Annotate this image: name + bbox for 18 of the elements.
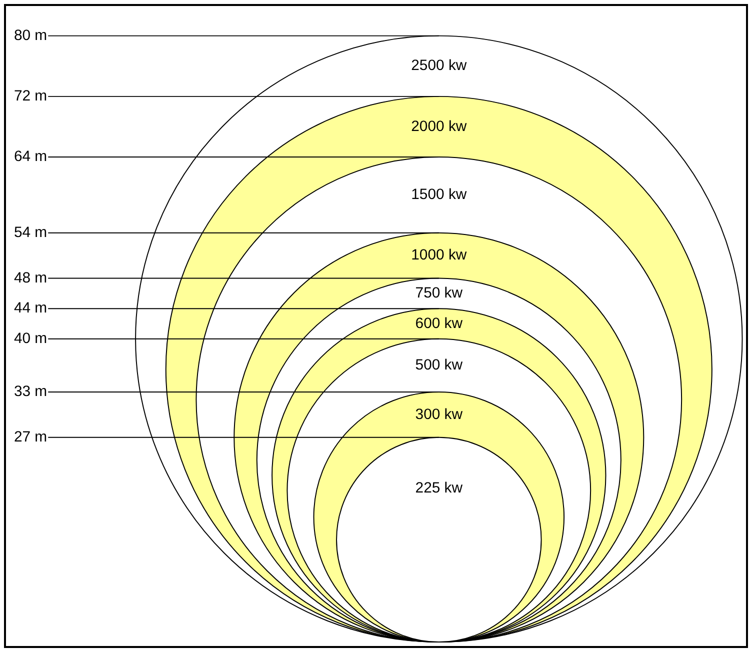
category-label: 750 kw bbox=[415, 286, 463, 302]
data-label: 33 m bbox=[14, 384, 48, 400]
data-label: 48 m bbox=[14, 270, 48, 286]
category-label: 225 kw bbox=[415, 480, 463, 497]
data-label: 54 m bbox=[14, 224, 48, 241]
category-label: 600 kw bbox=[415, 316, 463, 332]
data-label: 44 m bbox=[14, 300, 48, 317]
data-label: 80 m bbox=[14, 28, 48, 44]
data-label: 40 m bbox=[14, 331, 48, 348]
category-label: 2500 kw bbox=[411, 58, 467, 74]
category-label: 300 kw bbox=[415, 406, 463, 423]
category-label: 1000 kw bbox=[411, 248, 467, 264]
category-label: 1500 kw bbox=[411, 187, 467, 204]
data-label: 27 m bbox=[14, 430, 48, 446]
category-label: 500 kw bbox=[415, 358, 463, 374]
data-label: 64 m bbox=[14, 149, 48, 166]
data-label: 72 m bbox=[14, 88, 48, 105]
category-label: 2000 kw bbox=[411, 118, 467, 135]
